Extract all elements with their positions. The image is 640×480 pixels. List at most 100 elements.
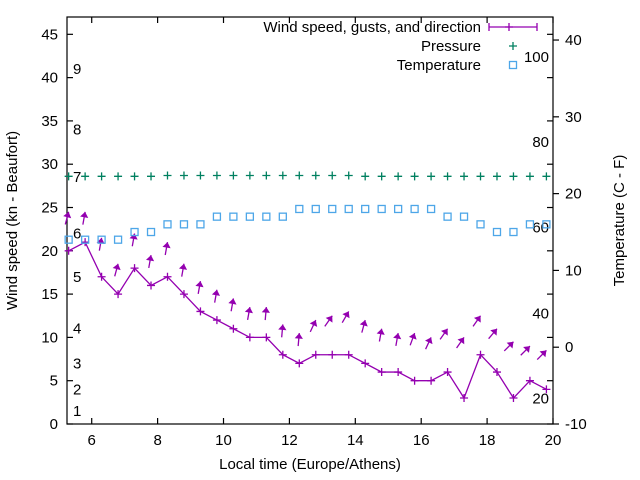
temperature-marker <box>426 204 436 214</box>
temperature-marker <box>459 212 469 221</box>
pressure-marker <box>542 172 551 181</box>
temperature-marker <box>64 235 73 244</box>
legend-swatch-temperature <box>508 60 518 70</box>
y2-tick-label: 0 <box>565 339 573 356</box>
fahrenheit-scale-label: 60 <box>532 219 549 236</box>
wind-direction-arrow <box>146 255 155 269</box>
wind-speed-marker <box>97 272 106 281</box>
temperature-marker <box>80 235 90 244</box>
pressure-marker <box>377 172 386 181</box>
wind-direction-arrow <box>472 315 482 327</box>
wind-speed-marker <box>147 281 156 290</box>
beaufort-scale-label: 9 <box>73 61 81 78</box>
legend-label: Pressure <box>421 38 481 55</box>
wind-direction-arrow <box>162 242 171 256</box>
y-tick-label: 45 <box>41 26 58 43</box>
temperature-marker <box>328 204 337 214</box>
y-tick-label: 0 <box>50 416 58 433</box>
wind-speed-marker <box>394 368 403 377</box>
pressure-marker <box>245 171 254 180</box>
beaufort-scale-label: 3 <box>73 355 81 372</box>
temperature-marker <box>113 235 123 244</box>
temperature-marker <box>212 212 222 221</box>
wind-direction-arrow <box>393 332 402 346</box>
beaufort-scale-label: 7 <box>73 169 81 186</box>
pressure-marker <box>64 172 73 181</box>
pressure-marker <box>525 172 534 181</box>
pressure-marker <box>196 171 205 180</box>
temperature-marker <box>245 212 255 221</box>
wind-direction-arrow <box>324 315 333 327</box>
wind-direction-arrow <box>439 328 449 340</box>
wind-speed-marker <box>509 394 518 403</box>
temperature-marker <box>492 227 502 237</box>
wind-direction-arrow <box>112 263 121 277</box>
wind-speed-marker <box>410 376 419 385</box>
wind-direction-arrow <box>278 324 287 338</box>
wind-speed-marker <box>492 368 501 377</box>
x-tick-label: 20 <box>545 432 562 449</box>
wind-direction-arrow <box>80 211 89 225</box>
temperature-marker <box>97 235 106 244</box>
y-tick-label: 10 <box>41 329 58 346</box>
pressure-marker <box>212 171 221 180</box>
wind-direction-arrow <box>408 332 417 346</box>
beaufort-scale-label: 5 <box>73 269 81 286</box>
temperature-marker <box>196 220 205 229</box>
pressure-marker <box>295 171 304 180</box>
fahrenheit-scale-label: 100 <box>524 49 549 66</box>
legend-swatch-wind-marks <box>488 23 538 31</box>
legend-label: Temperature <box>397 57 481 74</box>
temperature-marker <box>542 220 551 229</box>
wind-speed-marker <box>460 394 469 403</box>
y2-axis-title: Temperature (C - F) <box>611 155 628 287</box>
temperature-marker <box>476 220 485 229</box>
pressure-marker <box>394 172 403 181</box>
temperature-marker <box>278 212 287 221</box>
temperature-marker <box>377 204 386 214</box>
wind-direction-arrow <box>376 328 385 342</box>
temperature-marker <box>393 204 403 214</box>
temperature-marker <box>344 204 353 214</box>
wind-speed-marker <box>130 264 139 273</box>
wind-direction-arrow <box>359 319 368 333</box>
y2-tick-label: 10 <box>565 262 582 279</box>
y-tick-label: 25 <box>41 200 58 217</box>
temperature-marker <box>229 212 238 221</box>
wind-speed-marker <box>427 376 436 385</box>
temperature-marker <box>509 227 518 237</box>
x-tick-label: 16 <box>413 432 430 449</box>
wind-speed-marker <box>81 238 90 247</box>
wind-direction-arrow <box>195 281 204 295</box>
wind-speed-marker <box>196 307 205 316</box>
wind-direction-arrow <box>488 328 498 340</box>
temperature-marker <box>163 220 172 229</box>
temperature-marker <box>262 212 271 221</box>
y-tick-label: 35 <box>41 113 58 130</box>
wind-speed-marker <box>443 368 452 377</box>
wind-speed-line <box>68 241 547 400</box>
wind-direction-arrow <box>503 341 514 352</box>
temperature-marker <box>295 204 304 214</box>
x-tick-label: 14 <box>347 432 364 449</box>
temperature-marker <box>525 220 535 229</box>
temperature-marker <box>361 204 370 214</box>
y-tick-label: 40 <box>41 70 58 87</box>
wind-speed-marker <box>262 333 271 342</box>
temperature-marker <box>443 212 452 221</box>
y-tick-label: 30 <box>41 156 58 173</box>
pressure-marker <box>492 172 501 181</box>
x-tick-label: 10 <box>215 432 232 449</box>
pressure-marker <box>476 172 485 181</box>
pressure-marker <box>278 171 287 180</box>
wind-direction-arrow <box>425 337 433 350</box>
pressure-marker <box>443 172 452 181</box>
temperature-marker <box>179 220 189 229</box>
pressure-marker <box>509 172 518 181</box>
wind-direction-arrow <box>456 337 465 349</box>
pressure-marker <box>344 171 353 180</box>
wind-direction-arrow <box>228 298 237 312</box>
temperature-marker <box>410 204 419 214</box>
wind-direction-arrow <box>536 349 547 361</box>
